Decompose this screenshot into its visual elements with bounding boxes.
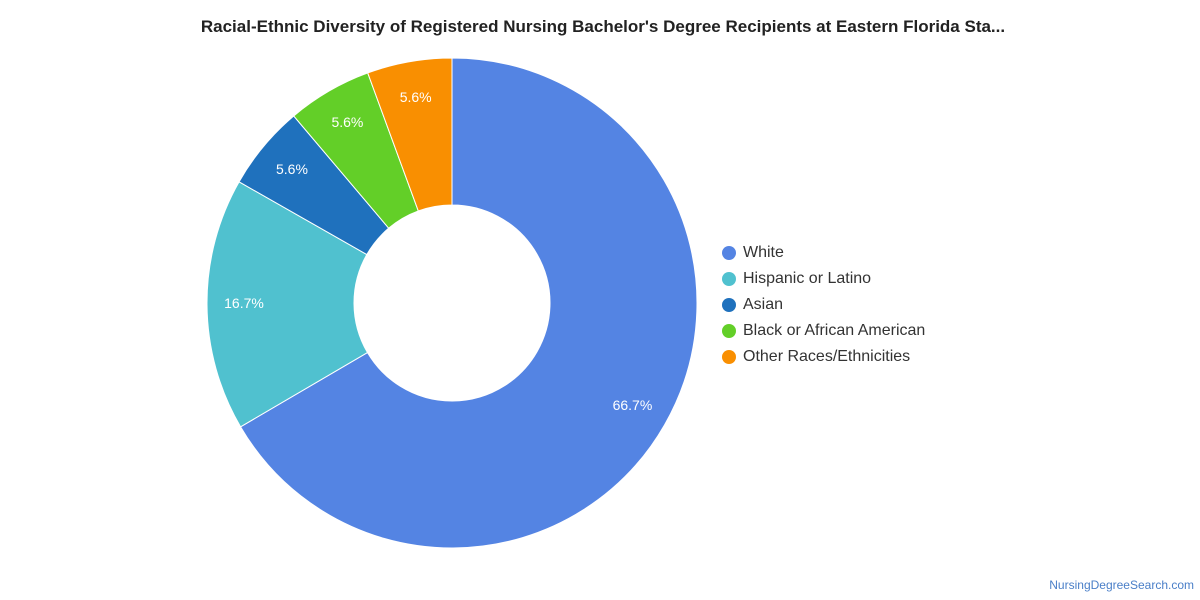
slice-white[interactable] <box>239 57 698 549</box>
legend-label-white: White <box>743 244 784 261</box>
legend-item-white[interactable]: White <box>722 240 925 266</box>
source-credit[interactable]: NursingDegreeSearch.com <box>1049 578 1194 592</box>
slice-labels: 66.7% 16.7% 5.6% 5.6% 5.6% <box>224 89 652 413</box>
legend-item-hispanic-or-latino[interactable]: Hispanic or Latino <box>722 266 925 292</box>
donut-slices <box>206 57 698 549</box>
legend-swatch-other-races-ethnicities <box>722 350 736 364</box>
legend-item-asian[interactable]: Asian <box>722 292 925 318</box>
legend-item-other-races-ethnicities[interactable]: Other Races/Ethnicities <box>722 344 925 370</box>
chart-legend: White Hispanic or Latino Asian Black or Afr… <box>722 240 925 370</box>
slice-label-black-or-african-american: 5.6% <box>331 114 363 130</box>
chart-title: Racial-Ethnic Diversity of Registered Nu… <box>200 17 1006 36</box>
legend-label-other-races-ethnicities: Other Races/Ethnicities <box>743 348 911 365</box>
legend-swatch-asian <box>722 298 736 312</box>
legend-label-black-or-african-american: Black or African American <box>743 322 926 339</box>
slice-hispanic-or-latino[interactable] <box>206 181 369 428</box>
slice-label-asian: 5.6% <box>276 161 308 177</box>
slice-label-hispanic-or-latino: 16.7% <box>224 295 264 311</box>
slice-label-white: 66.7% <box>613 397 653 413</box>
legend-label-asian: Asian <box>743 296 784 313</box>
legend-swatch-black-or-african-american <box>722 324 736 338</box>
legend-item-black-or-african-american[interactable]: Black or African American <box>722 318 925 344</box>
legend-swatch-hispanic-or-latino <box>722 272 736 286</box>
slice-label-other-races-ethnicities: 5.6% <box>400 89 432 105</box>
slice-other-races-ethnicities[interactable] <box>367 57 453 212</box>
legend-swatch-white <box>722 246 736 260</box>
legend-label-hispanic-or-latino: Hispanic or Latino <box>743 270 872 287</box>
